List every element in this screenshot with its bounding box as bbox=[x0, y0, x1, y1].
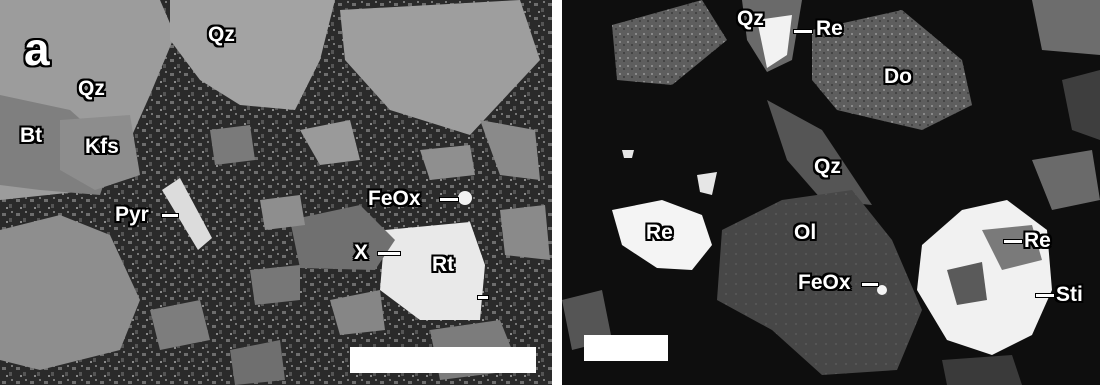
leader-feox bbox=[862, 283, 878, 286]
label-bt: Bt bbox=[20, 124, 43, 147]
right-micrograph-panel: Qz Re Do Qz Re Ol FeOx Re Sti bbox=[562, 0, 1100, 385]
leader-rt bbox=[478, 296, 488, 299]
leader-re-right bbox=[1004, 240, 1022, 243]
label-rt: Rt bbox=[432, 253, 455, 276]
leader-re-top bbox=[794, 30, 812, 33]
label-qz-top: Qz bbox=[737, 7, 764, 30]
leader-sti bbox=[1036, 294, 1054, 297]
leader-pyr bbox=[162, 214, 178, 217]
label-feox: FeOx bbox=[798, 271, 851, 294]
label-kfs: Kfs bbox=[85, 135, 119, 158]
label-re-top: Re bbox=[816, 17, 843, 40]
label-sti: Sti bbox=[1056, 283, 1083, 306]
right-micrograph-image bbox=[562, 0, 1100, 385]
label-qz-mid: Qz bbox=[814, 155, 841, 178]
label-re-right: Re bbox=[1024, 229, 1051, 252]
label-feox: FeOx bbox=[368, 187, 421, 210]
scale-bar bbox=[350, 347, 536, 373]
label-do: Do bbox=[884, 65, 912, 88]
leader-x bbox=[378, 252, 400, 255]
leader-feox bbox=[440, 198, 458, 201]
label-ol: Ol bbox=[794, 221, 817, 244]
label-x: X bbox=[354, 241, 369, 264]
left-micrograph-image bbox=[0, 0, 552, 385]
label-re-left: Re bbox=[646, 221, 673, 244]
label-qz-left: Qz bbox=[78, 77, 105, 100]
label-pyr: Pyr bbox=[115, 203, 149, 226]
scale-bar bbox=[584, 335, 668, 361]
label-qz-top: Qz bbox=[208, 23, 235, 46]
left-micrograph-panel: a Qz Qz Bt Kfs Pyr FeOx X Rt bbox=[0, 0, 552, 385]
panel-letter-label: a bbox=[24, 23, 50, 75]
